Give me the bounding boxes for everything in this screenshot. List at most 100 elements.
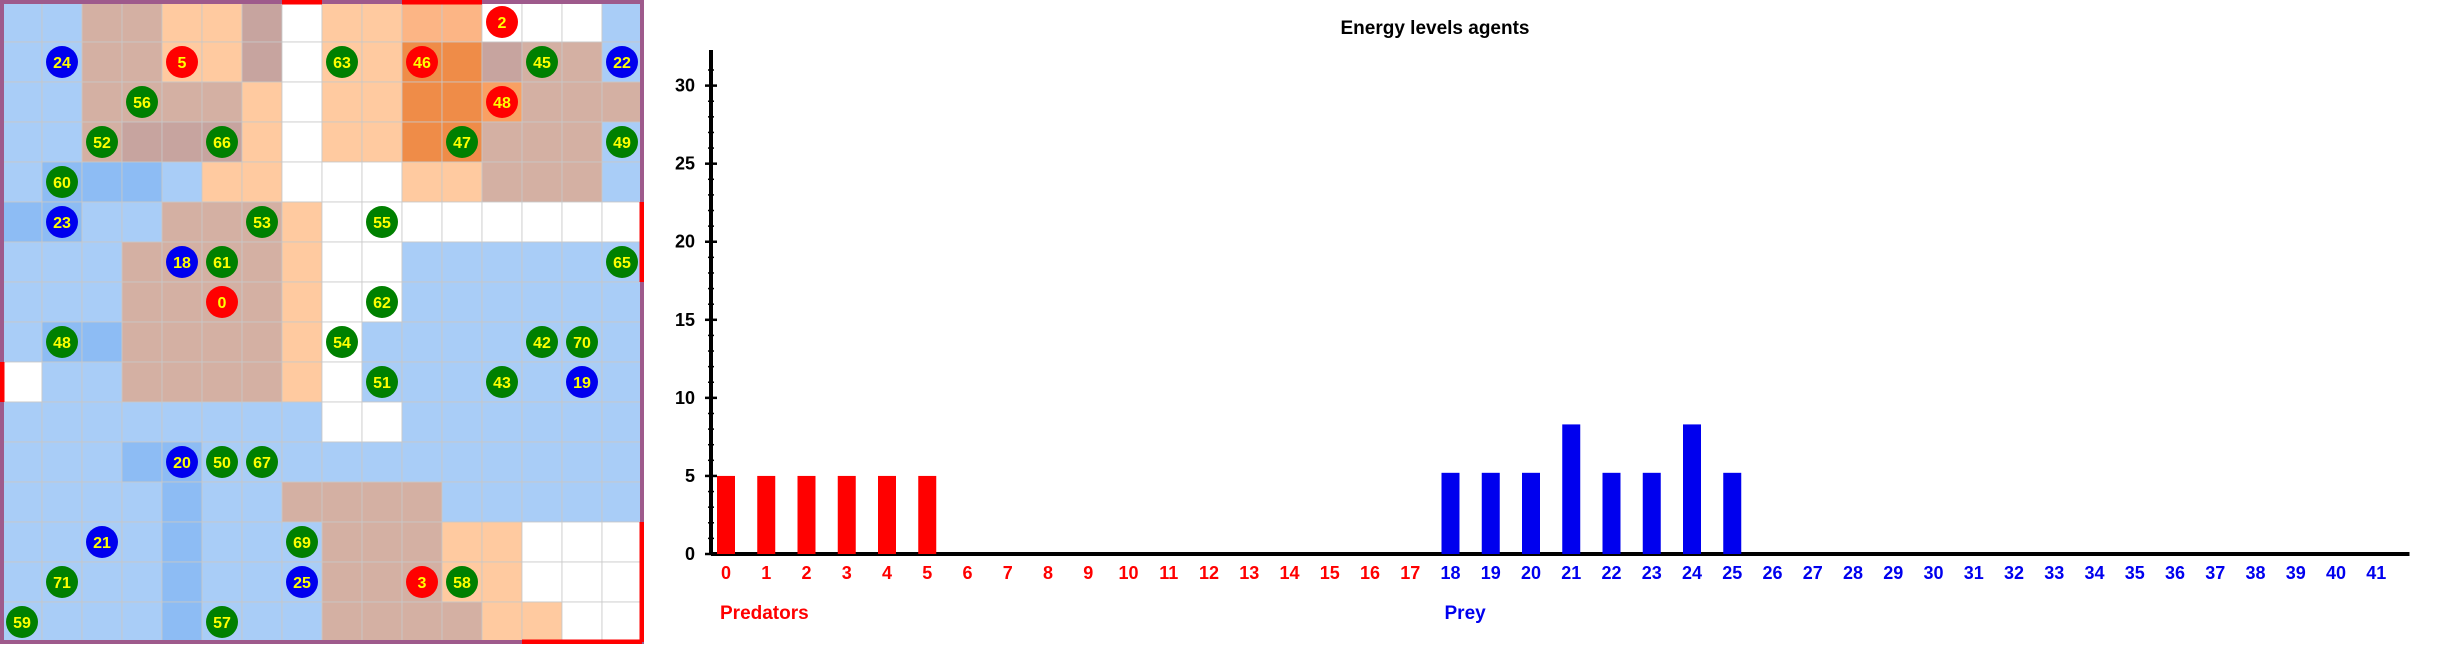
bar-prey-18 (1441, 472, 1460, 554)
grid-cell (321, 361, 363, 403)
grid-cell (401, 481, 443, 523)
agent-prey-22: 22 (606, 46, 638, 78)
agent-label: 65 (613, 255, 631, 272)
x-tick-label: 6 (962, 563, 972, 583)
grid-cell (241, 41, 283, 83)
agent-predator-5: 5 (166, 46, 198, 78)
agent-predator-0: 0 (206, 286, 238, 318)
grid-cell (481, 441, 523, 483)
grid-cell (521, 481, 563, 523)
x-tick-label: 36 (2165, 563, 2185, 583)
grid-cell (1, 201, 43, 243)
grid-cell (401, 281, 443, 323)
grid-cell (241, 561, 283, 603)
agent-marker (166, 46, 198, 78)
grid-cell (281, 161, 323, 203)
agent-marker (406, 566, 438, 598)
agent-marker (406, 46, 438, 78)
agent-label: 20 (173, 455, 191, 472)
agent-marker (606, 126, 638, 158)
grid-cell (161, 161, 203, 203)
grid-cell (401, 161, 443, 203)
agent-marker (446, 126, 478, 158)
grid-cell (561, 481, 603, 523)
agent-label: 48 (493, 95, 511, 112)
grid-cell (1, 1, 43, 43)
grid-cell (281, 321, 323, 363)
agent-label: 71 (53, 575, 71, 592)
agent-marker (46, 566, 78, 598)
agent-label: 2 (498, 15, 507, 32)
bar-predators-5 (918, 475, 937, 554)
grid-cell (441, 201, 483, 243)
grid-cell (481, 481, 523, 523)
agent-marker (166, 246, 198, 278)
grid-cell (521, 1, 563, 43)
agent-marker (286, 566, 318, 598)
agent-marker (366, 286, 398, 318)
grid-cell (401, 81, 443, 123)
grid-cell (361, 241, 403, 283)
x-tick-label: 38 (2245, 563, 2265, 583)
grid-cell (561, 161, 603, 203)
agent-food-63: 63 (326, 46, 358, 78)
grid-cell (401, 1, 443, 43)
agent-food-42: 42 (526, 326, 558, 358)
agent-label: 56 (133, 95, 151, 112)
agent-label: 5 (178, 55, 187, 72)
agent-label: 45 (533, 55, 551, 72)
grid-cell (361, 161, 403, 203)
grid-cell (441, 81, 483, 123)
grid-cell (561, 81, 603, 123)
grid-cell (361, 601, 403, 643)
grid-cell (601, 361, 643, 403)
agent-label: 0 (218, 295, 227, 312)
grid-cell (41, 81, 83, 123)
grid-cell (81, 41, 123, 83)
grid-cell (1, 441, 43, 483)
x-tick-label: 40 (2326, 563, 2346, 583)
grid-cell (241, 521, 283, 563)
grid-cell (121, 521, 163, 563)
grid-cell (41, 1, 83, 43)
grid-cell (481, 601, 523, 643)
grid-cell (121, 201, 163, 243)
agent-food-53: 53 (246, 206, 278, 238)
grid-cell (1, 481, 43, 523)
agent-marker (326, 326, 358, 358)
grid-cell (441, 281, 483, 323)
grid-cell (521, 401, 563, 443)
grid-cell (81, 81, 123, 123)
grid-cell (521, 521, 563, 563)
grid-cell (401, 401, 443, 443)
y-tick-label: 0 (685, 544, 695, 564)
agent-food-59: 59 (6, 606, 38, 638)
grid-cell (241, 81, 283, 123)
grid-cell (401, 201, 443, 243)
x-tick-label: 39 (2286, 563, 2306, 583)
grid-cell (521, 361, 563, 403)
grid-cell (521, 441, 563, 483)
grid-cell (401, 361, 443, 403)
grid-cell (41, 241, 83, 283)
grid-cell (601, 441, 643, 483)
grid-cell (561, 281, 603, 323)
energy-chart: Energy levels agents 0 5 10 15 20 25 30 0 1 2 3 4 5 6… (650, 0, 2440, 640)
grid-cell (281, 481, 323, 523)
grid-cell (321, 561, 363, 603)
agent-marker (46, 46, 78, 78)
x-tick-label: 41 (2366, 563, 2386, 583)
grid-cell (161, 281, 203, 323)
grid-cell (1, 161, 43, 203)
agent-marker (606, 46, 638, 78)
grid-cell (321, 441, 363, 483)
grid-cell (161, 1, 203, 43)
agent-marker (126, 86, 158, 118)
agent-food-55: 55 (366, 206, 398, 238)
grid-cell (81, 281, 123, 323)
grid-cell (441, 361, 483, 403)
grid-cell (361, 561, 403, 603)
grid-cell (41, 521, 83, 563)
grid-cell (1, 521, 43, 563)
grid-cell (441, 161, 483, 203)
